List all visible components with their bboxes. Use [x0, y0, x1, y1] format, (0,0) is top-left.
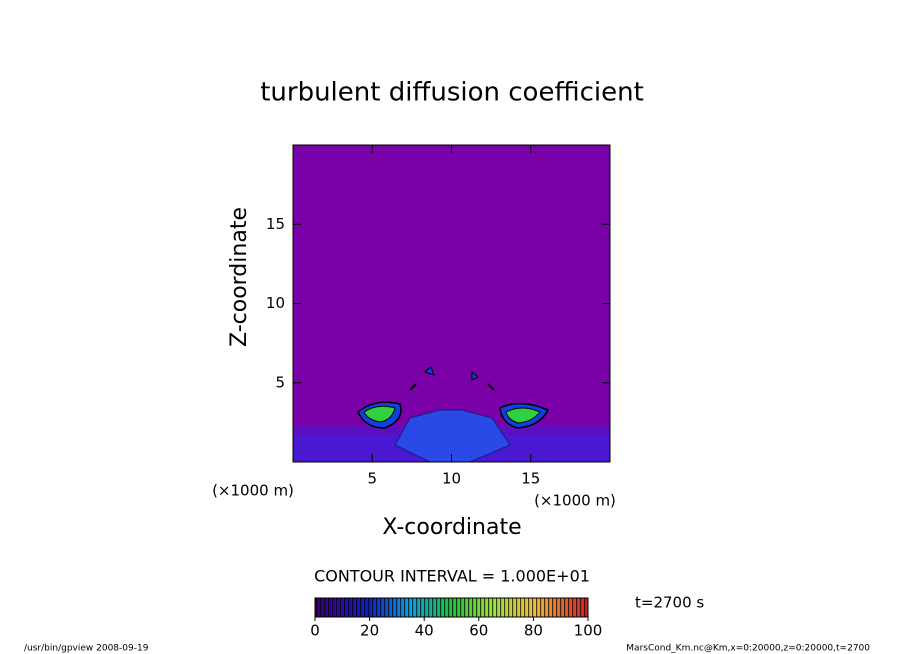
x-tick-label: 10 [442, 470, 461, 488]
y-tick-label: 15 [266, 215, 285, 233]
contour-field [293, 145, 610, 463]
y-unit: (×1000 m) [212, 482, 294, 500]
colorbar-tick-label: 80 [524, 622, 543, 640]
y-axis-label: Z-coordinate [227, 207, 252, 347]
y-tick-label: 5 [275, 373, 285, 391]
time-label: t=2700 s [635, 594, 704, 612]
x-tick-label: 5 [367, 470, 377, 488]
footer-left: /usr/bin/gpview 2008-09-19 [24, 644, 149, 654]
footer-right: MarsCond_Km.nc@Km,x=0:20000,z=0:20000,t=… [626, 644, 870, 654]
colorbar-tick-label: 20 [360, 622, 379, 640]
colorbar [314, 597, 589, 618]
colorbar-tick-label: 100 [574, 622, 603, 640]
colorbar-tick-label: 60 [469, 622, 488, 640]
y-tick-label: 10 [266, 294, 285, 312]
x-tick-label: 15 [521, 470, 540, 488]
colorbar-tick-label: 0 [310, 622, 320, 640]
chart-title: turbulent diffusion coefficient [260, 78, 644, 108]
contour-interval: CONTOUR INTERVAL = 1.000E+01 [314, 567, 590, 586]
x-unit: (×1000 m) [534, 492, 616, 510]
x-axis-label: X-coordinate [382, 515, 521, 540]
colorbar-tick-label: 40 [415, 622, 434, 640]
